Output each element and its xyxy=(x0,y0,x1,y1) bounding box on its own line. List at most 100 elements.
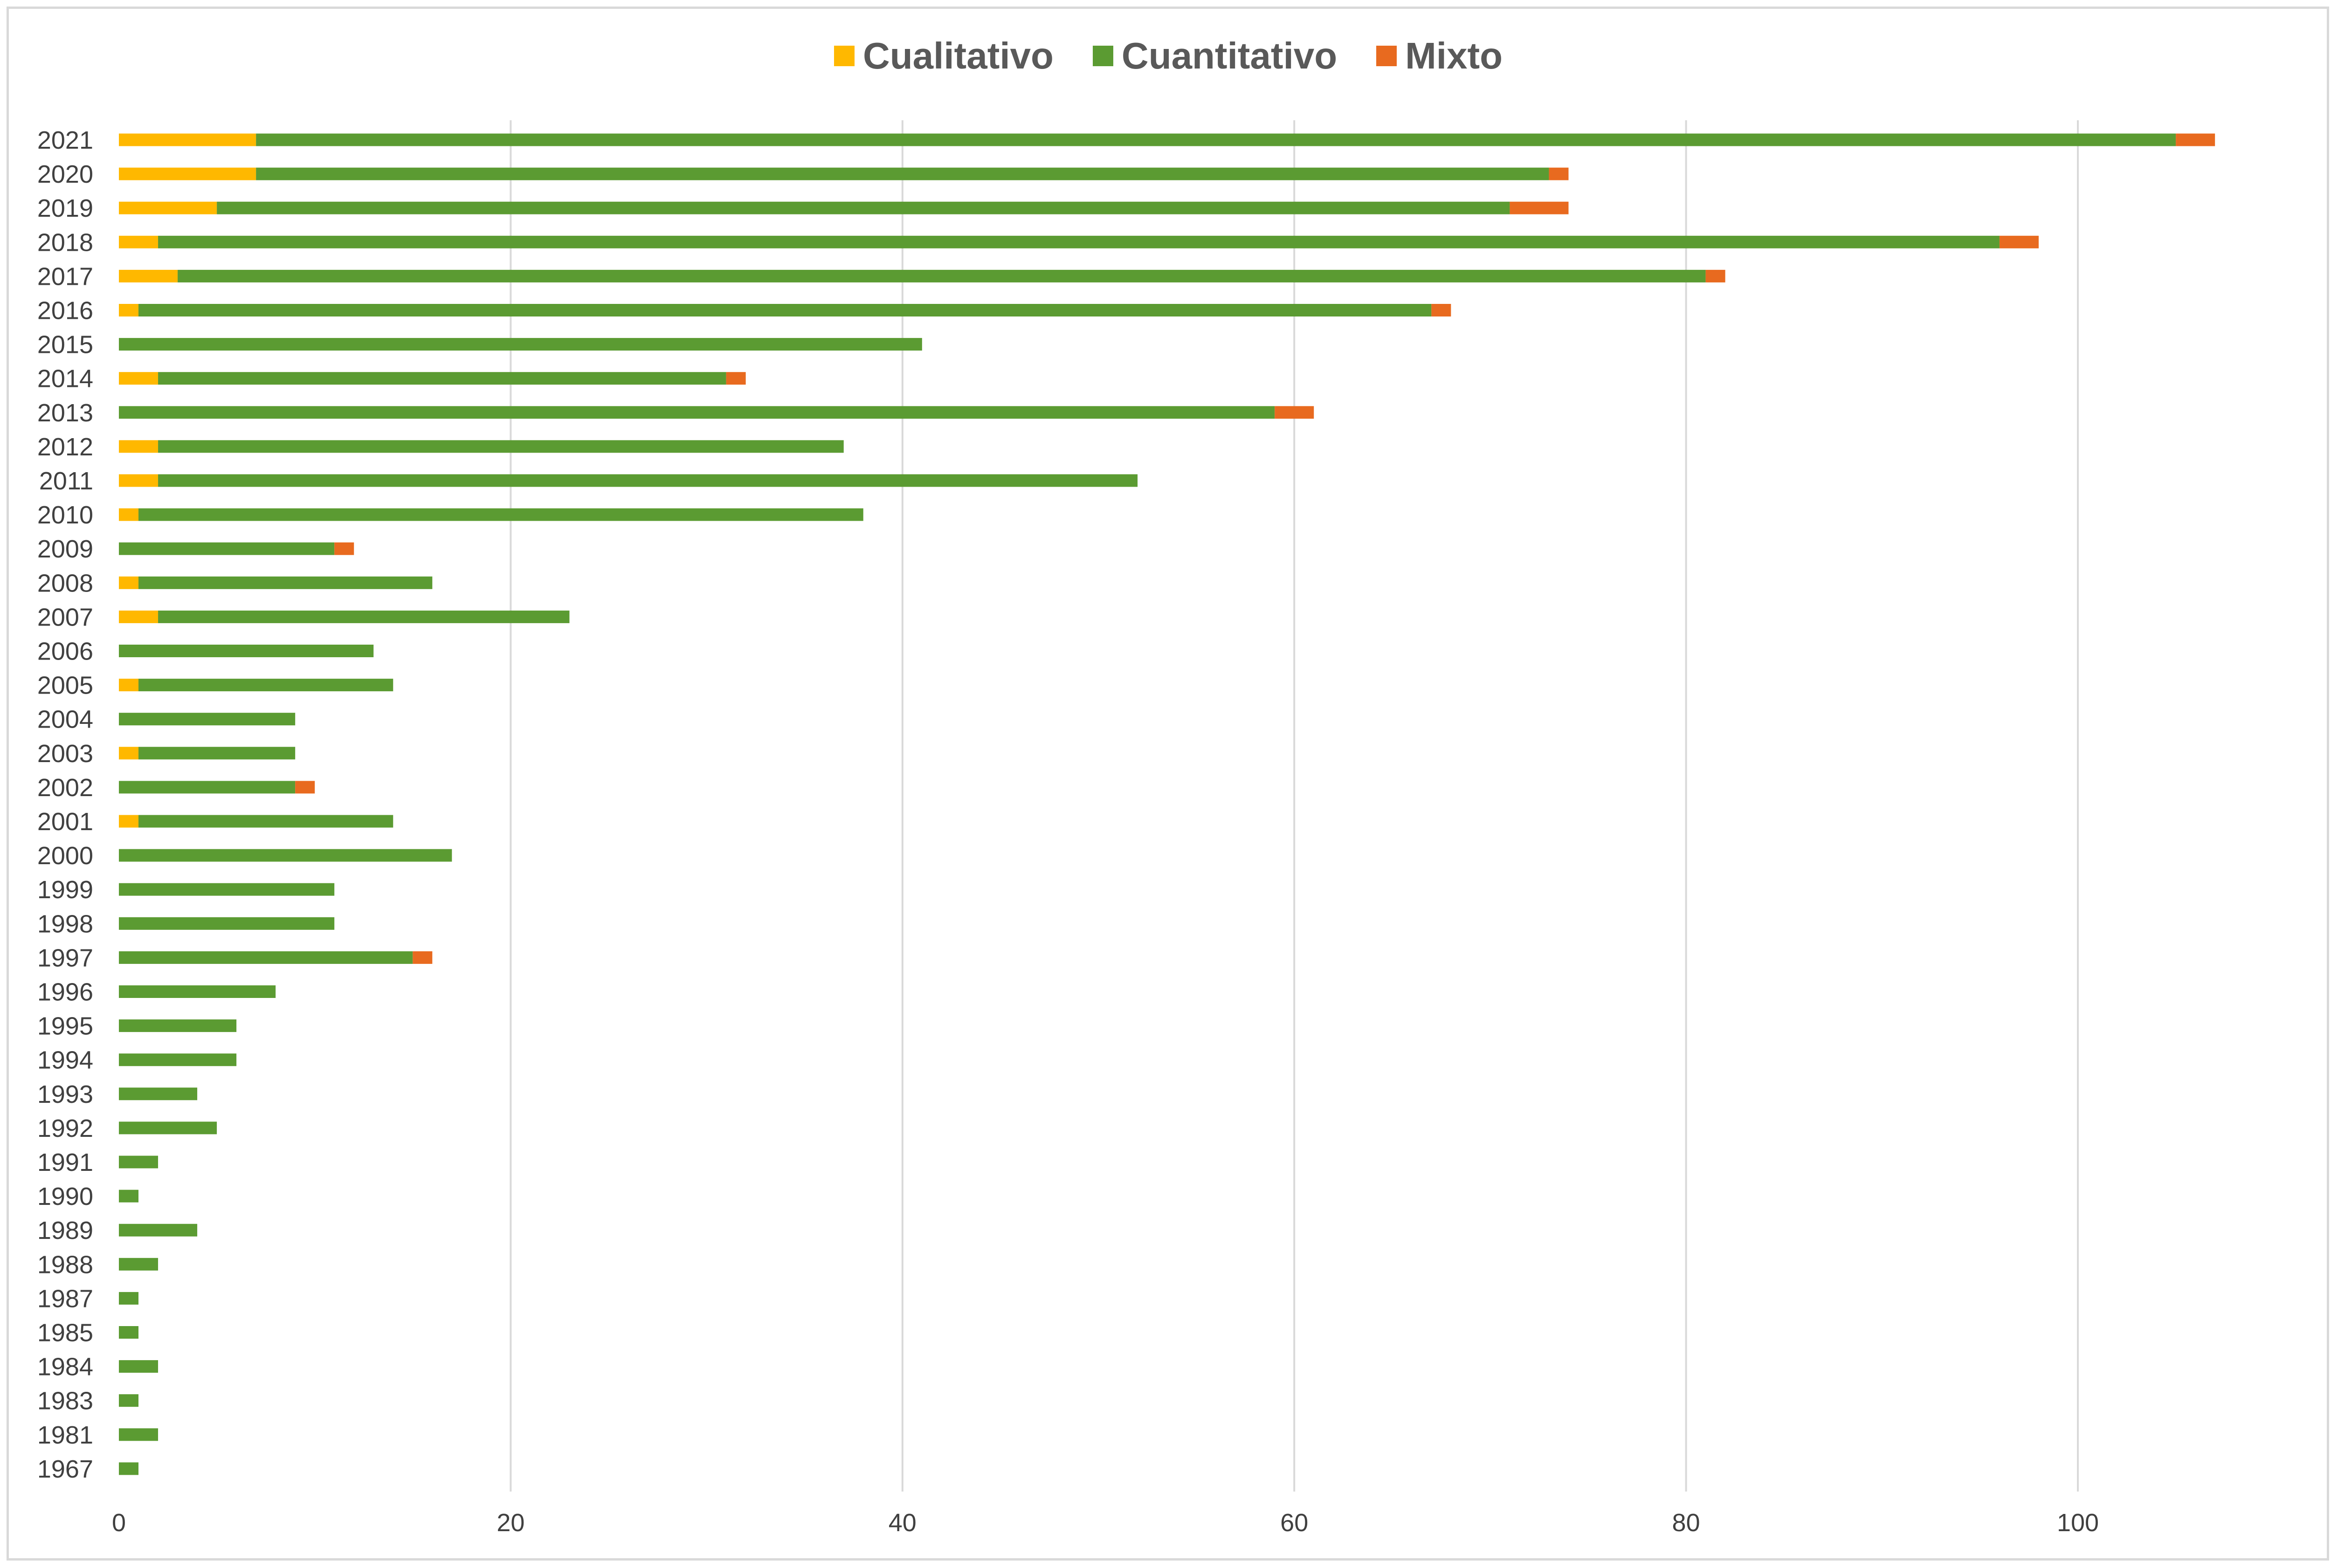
bars xyxy=(119,133,2215,1475)
x-tick-label: 20 xyxy=(497,1509,524,1537)
bar-cuantitativo-2006 xyxy=(119,645,374,657)
y-tick-label: 1992 xyxy=(37,1114,93,1142)
x-tick-label: 40 xyxy=(889,1509,917,1537)
bar-cuantitativo-1985 xyxy=(119,1326,139,1339)
y-tick-label: 1991 xyxy=(37,1148,93,1176)
bar-cualitativo-2014 xyxy=(119,372,159,385)
bar-mixto-2019 xyxy=(1510,201,1569,214)
y-tick-label: 1994 xyxy=(37,1046,93,1074)
y-tick-label: 2007 xyxy=(37,603,93,631)
bar-cuantitativo-1991 xyxy=(119,1155,159,1169)
bar-cuantitativo-2000 xyxy=(119,849,452,862)
y-tick-label: 1981 xyxy=(37,1421,93,1449)
bar-cuantitativo-2007 xyxy=(158,610,570,623)
bar-cualitativo-2008 xyxy=(119,576,139,589)
bar-mixto-2017 xyxy=(1705,269,1725,282)
bar-cuantitativo-2003 xyxy=(138,747,296,760)
bar-mixto-2020 xyxy=(1549,167,1569,180)
y-tick-label: 2004 xyxy=(37,706,93,734)
bar-mixto-2013 xyxy=(1275,406,1314,419)
bar-cualitativo-2012 xyxy=(119,440,159,453)
y-tick-label: 1985 xyxy=(37,1319,93,1347)
bar-cuantitativo-2009 xyxy=(119,542,335,555)
chart-frame xyxy=(7,7,2329,1561)
bar-cuantitativo-1990 xyxy=(119,1190,139,1203)
y-tick-label: 2010 xyxy=(37,501,93,529)
y-tick-label: 2001 xyxy=(37,808,93,836)
bar-cuantitativo-1989 xyxy=(119,1224,198,1237)
y-tick-label: 2000 xyxy=(37,842,93,870)
bar-cuantitativo-1984 xyxy=(119,1360,159,1373)
y-tick-label: 1993 xyxy=(37,1080,93,1108)
y-tick-label: 1984 xyxy=(37,1353,93,1381)
x-axis-labels: 0 20 40 60 80 100 xyxy=(112,1509,2099,1537)
y-tick-label: 1995 xyxy=(37,1012,93,1040)
y-tick-label: 1990 xyxy=(37,1183,93,1210)
y-tick-label: 2021 xyxy=(37,126,93,154)
bar-cuantitativo-2019 xyxy=(217,201,1510,214)
y-tick-label: 2009 xyxy=(37,535,93,563)
bar-cuantitativo-2008 xyxy=(138,576,433,589)
bar-cuantitativo-2002 xyxy=(119,781,296,794)
bar-cuantitativo-1994 xyxy=(119,1053,237,1066)
y-tick-label: 2014 xyxy=(37,365,93,393)
y-tick-label: 2019 xyxy=(37,194,93,222)
y-tick-label: 2003 xyxy=(37,740,93,768)
legend-item-cualitativo: Cualitativo xyxy=(834,34,1054,77)
bar-cualitativo-2003 xyxy=(119,747,139,760)
y-tick-label: 1967 xyxy=(37,1455,93,1483)
y-tick-label: 2016 xyxy=(37,297,93,325)
bar-cuantitativo-2015 xyxy=(119,338,922,351)
bar-mixto-2014 xyxy=(726,372,746,385)
bar-cuantitativo-1998 xyxy=(119,917,335,930)
bar-cuantitativo-2011 xyxy=(158,474,1138,487)
bar-cualitativo-2005 xyxy=(119,679,139,692)
y-tick-label: 2005 xyxy=(37,672,93,700)
y-tick-label: 1988 xyxy=(37,1251,93,1279)
y-tick-label: 2018 xyxy=(37,228,93,256)
legend-item-mixto: Mixto xyxy=(1376,34,1503,77)
bar-cuantitativo-2021 xyxy=(256,133,2176,146)
x-tick-label: 80 xyxy=(1672,1509,1700,1537)
bar-cualitativo-2001 xyxy=(119,815,139,828)
bar-cuantitativo-2017 xyxy=(178,269,1706,282)
bar-mixto-2009 xyxy=(334,542,354,555)
legend-label-cualitativo: Cualitativo xyxy=(862,35,1054,76)
bar-cuantitativo-2018 xyxy=(158,235,2000,248)
bar-cualitativo-2011 xyxy=(119,474,159,487)
legend-label-mixto: Mixto xyxy=(1405,35,1503,76)
bar-cuantitativo-1981 xyxy=(119,1428,159,1441)
legend-swatch-cuantitativo xyxy=(1092,46,1113,66)
y-tick-label: 1998 xyxy=(37,910,93,938)
bar-cuantitativo-2012 xyxy=(158,440,844,453)
bar-cuantitativo-1987 xyxy=(119,1292,139,1305)
bar-cuantitativo-2016 xyxy=(138,304,1432,316)
y-tick-label: 1989 xyxy=(37,1217,93,1245)
bar-cuantitativo-1983 xyxy=(119,1394,139,1407)
bar-cualitativo-2021 xyxy=(119,133,256,146)
legend: Cualitativo Cuantitativo Mixto xyxy=(0,28,2331,84)
bar-cuantitativo-1996 xyxy=(119,985,276,998)
bar-cualitativo-2020 xyxy=(119,167,256,180)
bar-cuantitativo-2013 xyxy=(119,406,1275,419)
y-tick-label: 2013 xyxy=(37,399,93,427)
y-tick-label: 2020 xyxy=(37,160,93,188)
x-tick-label: 0 xyxy=(112,1509,126,1537)
bar-cualitativo-2019 xyxy=(119,201,217,214)
bar-cuantitativo-2005 xyxy=(138,679,393,692)
y-tick-label: 1987 xyxy=(37,1285,93,1313)
bar-cuantitativo-1995 xyxy=(119,1019,237,1032)
y-tick-label: 1997 xyxy=(37,944,93,972)
y-tick-label: 2002 xyxy=(37,774,93,802)
bar-cuantitativo-1967 xyxy=(119,1462,139,1475)
bar-mixto-2002 xyxy=(295,781,315,794)
legend-item-cuantitativo: Cuantitativo xyxy=(1092,34,1337,77)
bar-cualitativo-2016 xyxy=(119,304,139,316)
bar-cuantitativo-1997 xyxy=(119,951,413,964)
y-axis-labels: 2021 2020 2019 2018 2017 2016 2015 2014 2013 2012… xyxy=(37,126,93,1483)
y-tick-label: 2012 xyxy=(37,433,93,461)
bar-cuantitativo-2020 xyxy=(256,167,1549,180)
bar-cuantitativo-1993 xyxy=(119,1087,198,1100)
bar-cualitativo-2007 xyxy=(119,610,159,623)
bar-cualitativo-2010 xyxy=(119,508,139,521)
